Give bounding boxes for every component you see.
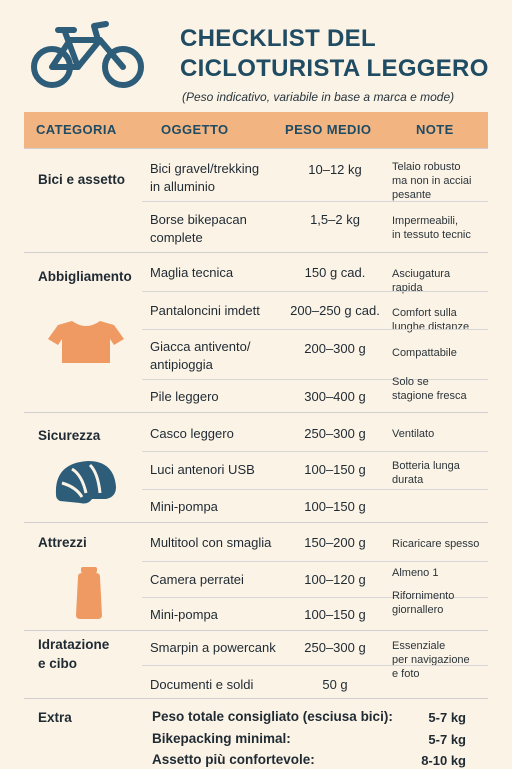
item-weight: 250–300 g <box>304 640 366 655</box>
item-note: Botteria lunga durata <box>392 460 460 486</box>
item-name: Luci antenori USB <box>150 462 255 477</box>
table-row: Pile leggero 300–400 g <box>142 379 488 414</box>
item-note: Comfort sulla lunghe distanze <box>392 307 470 333</box>
item-name: Camera perratei <box>150 572 244 587</box>
item-name: Mini-pompa <box>150 499 218 514</box>
table-row: Multitool con smaglia 150–200 g <box>142 523 488 561</box>
item-weight: 200–300 g <box>304 341 366 356</box>
item-weight: 50 g <box>322 677 348 692</box>
item-name: Multitool con smaglia <box>150 535 272 550</box>
item-weight: 200–250 g cad. <box>290 303 380 318</box>
column-header-categoria: CATEGORIA <box>36 122 117 137</box>
table-row: Pantaloncini imdett 200–250 g cad. <box>142 291 488 330</box>
column-header-oggetto: OGGETTO <box>161 122 229 137</box>
table-row: Maglia tecnica 150 g cad. <box>142 253 488 291</box>
item-name: Casco leggero <box>150 426 234 441</box>
item-note: Almeno 1 <box>392 567 439 579</box>
item-note: Compattabile <box>392 347 457 359</box>
table-row: Smarpin a powercank 250–300 g <box>142 631 488 665</box>
table-row: Mini-pompa 100–150 g <box>142 489 488 524</box>
item-name: Pantaloncini imdett <box>150 303 260 318</box>
table-row: Borse bikepacan complete 1,5–2 kg <box>142 201 488 254</box>
table-row: Documenti e soldi 50 g <box>142 665 488 700</box>
item-weight: 10–12 kg <box>308 162 362 177</box>
table-row: Camera perratei 100–120 g <box>142 561 488 598</box>
summary-label: Bikepacking minimal: <box>152 731 291 746</box>
section-extra: Extra Peso totale consigliato (esciusa b… <box>24 698 488 769</box>
title-line-1: CHECKLIST DEL <box>180 25 376 52</box>
section-attrezzi: Attrezzi Multitool con smaglia 150–200 g… <box>24 522 488 631</box>
item-note: Impermeabili, in tessuto tecnic <box>392 215 471 241</box>
column-header-peso-medio: PESO MEDIO <box>285 122 372 137</box>
summary-value: 5-7 kg <box>428 732 466 747</box>
helmet-icon <box>55 461 116 504</box>
category-label: Attrezzi <box>38 535 87 550</box>
item-name: Giacca antivento/ antipioggia <box>150 339 251 372</box>
summary-label: Peso totale consigliato (esciusa bici): <box>152 709 393 724</box>
section-abbigliamento: Abbigliamento Maglia tecnica 150 g cad. … <box>24 252 488 413</box>
column-header-note: NOTE <box>416 122 454 137</box>
item-note: Essenziale per navigazione e foto <box>392 640 470 680</box>
category-label: Sicurezza <box>38 428 101 443</box>
bicycle-icon <box>31 21 144 88</box>
item-name: Borse bikepacan complete <box>150 212 247 245</box>
table-row: Casco leggero 250–300 g <box>142 413 488 451</box>
item-weight: 250–300 g <box>304 426 366 441</box>
summary-label: Assetto più confortevole: <box>152 752 315 767</box>
section-sicurezza: Sicurezza Casco leggero 250–300 g Ventil… <box>24 412 488 523</box>
subtitle: (Peso indicativo, variabile in base a ma… <box>182 90 455 104</box>
item-note: Rifornimento giornallero <box>392 590 455 616</box>
item-weight: 1,5–2 kg <box>310 212 360 227</box>
item-weight: 100–120 g <box>304 572 366 587</box>
section-idratazione-e-cibo: Idratazione e cibo Smarpin a powercank 2… <box>24 630 488 699</box>
item-name: Documenti e soldi <box>150 677 254 692</box>
item-name: Pile leggero <box>150 389 219 404</box>
summary-value: 5-7 kg <box>428 710 466 725</box>
item-note: Ventilato <box>392 428 435 440</box>
category-label: Bici e assetto <box>38 172 126 187</box>
item-name: Smarpin a powercank <box>150 640 276 655</box>
item-name: Maglia tecnica <box>150 265 234 280</box>
section-bici-e-assetto: Bici e assetto Bici gravel/trekking in a… <box>24 148 488 253</box>
item-weight: 100–150 g <box>304 499 366 514</box>
item-note: Telaio robusto ma non in acciai pesante <box>392 161 472 201</box>
item-weight: 150–200 g <box>304 535 366 550</box>
header: CHECKLIST DEL CICLOTURISTA LEGGERO (Peso… <box>0 0 512 112</box>
bottle-icon <box>76 567 102 619</box>
item-weight: 100–150 g <box>304 462 366 477</box>
title-line-2: CICLOTURISTA LEGGERO <box>180 55 489 82</box>
item-name: Bici gravel/trekking in alluminio <box>150 161 260 194</box>
table-row: Mini-pompa 100–150 g <box>142 597 488 632</box>
category-label: Abbigliamento <box>38 269 132 284</box>
item-weight: 300–400 g <box>304 389 366 404</box>
summary-value: 8-10 kg <box>421 753 466 768</box>
t-shirt-icon <box>48 321 124 363</box>
category-label: Idratazione e cibo <box>38 637 110 671</box>
item-note: Ricaricare spesso <box>392 538 480 550</box>
item-name: Mini-pompa <box>150 607 218 622</box>
page-title: CHECKLIST DEL CICLOTURISTA LEGGERO <box>180 24 489 84</box>
table-header: CATEGORIA OGGETTO PESO MEDIO NOTE <box>24 112 488 148</box>
table-row: Giacca antivento/ antipioggia 200–300 g <box>142 329 488 380</box>
category-label: Extra <box>38 710 72 725</box>
item-weight: 150 g cad. <box>304 265 366 280</box>
item-weight: 100–150 g <box>304 607 366 622</box>
table-row: Luci antenori USB 100–150 g <box>142 451 488 490</box>
item-note: Solo se stagione fresca <box>392 376 467 402</box>
table-row: Bici gravel/trekking in alluminio 10–12 … <box>142 149 488 201</box>
